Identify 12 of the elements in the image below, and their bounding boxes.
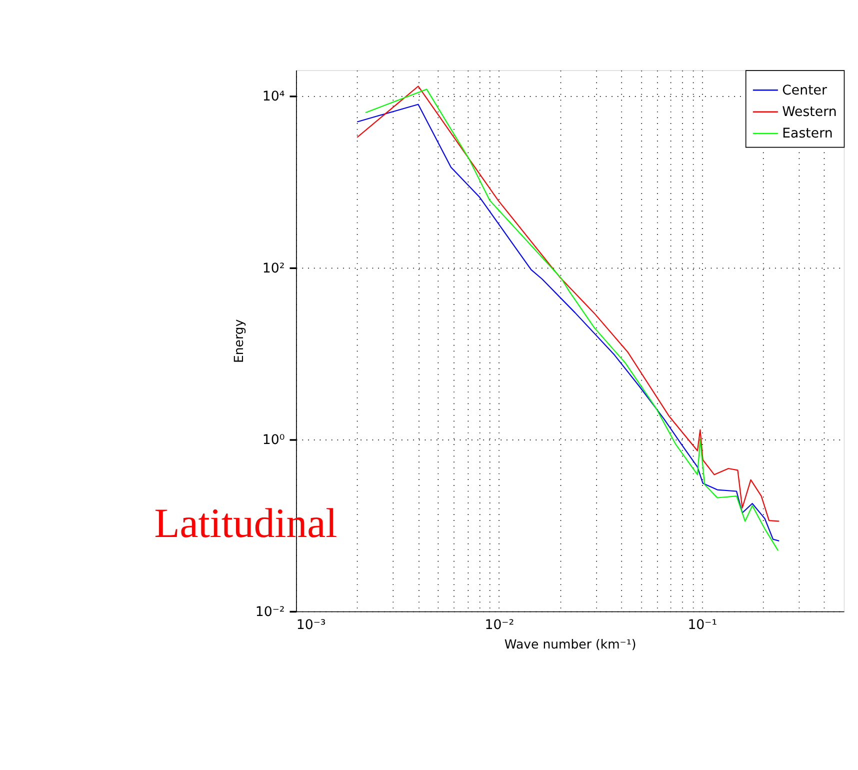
legend-label: Center (782, 83, 828, 98)
y-tick-label: 10² (262, 261, 285, 276)
x-tick-label: 10⁻³ (296, 618, 326, 634)
y-tick-label: 10⁴ (262, 90, 285, 105)
y-tick-label: 10⁻² (255, 604, 285, 620)
x-axis-title: Wave number (km⁻¹) (504, 636, 636, 652)
x-tick-label: 10⁻¹ (688, 618, 718, 634)
legend-label: Western (782, 105, 837, 120)
y-tick-label: 10⁰ (262, 433, 285, 448)
y-axis-title: Energy (230, 318, 246, 364)
legend-label: Eastern (782, 126, 833, 142)
x-tick-label: 10⁻² (484, 618, 514, 634)
